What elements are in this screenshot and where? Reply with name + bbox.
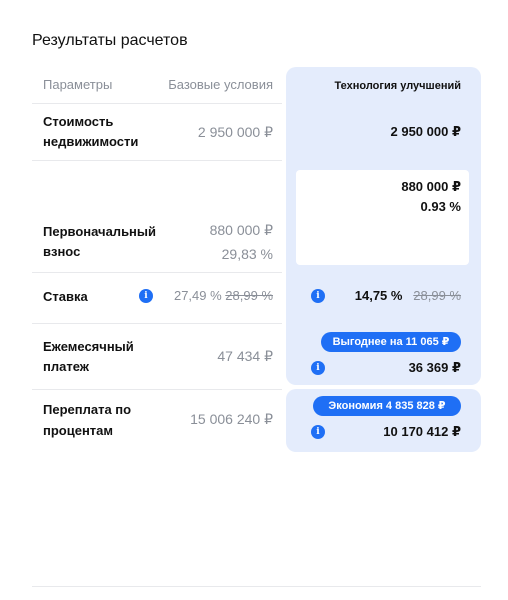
info-icon[interactable]: i <box>311 289 325 303</box>
property-base-value: 2 950 000 ₽ <box>197 124 273 140</box>
divider <box>32 160 282 161</box>
monthly-savings-badge: Выгоднее на 11 065 ₽ <box>321 332 461 352</box>
property-tech-value: 2 950 000 ₽ <box>390 124 462 139</box>
header-base: Базовые условия <box>168 77 273 92</box>
header-params: Параметры <box>43 77 113 92</box>
property-label-line2: недвижимости <box>43 134 139 149</box>
divider <box>32 389 282 390</box>
monthly-base-value: 47 434 ₽ <box>217 348 273 364</box>
info-icon[interactable]: i <box>311 425 325 439</box>
monthly-label-line1: Ежемесячный <box>43 339 134 354</box>
info-icon[interactable]: i <box>139 289 153 303</box>
overpay-tech-value: 10 170 412 ₽ <box>383 424 461 439</box>
down-payment-tech-percent: 0.93 % <box>420 199 461 214</box>
divider <box>32 323 282 324</box>
down-payment-tech-amount: 880 000 ₽ <box>401 179 461 194</box>
overpay-label-line1: Переплата по <box>43 402 132 417</box>
divider <box>32 103 282 104</box>
rate-label: Ставка <box>43 289 88 304</box>
rate-base: 27,49 % 28,99 % <box>160 286 273 306</box>
monthly-label-line2: платеж <box>43 359 89 374</box>
rate-base-current: 27,49 % <box>173 288 222 303</box>
overpay-savings-badge: Экономия 4 835 828 ₽ <box>313 396 461 416</box>
info-icon[interactable]: i <box>311 361 325 375</box>
overpay-base-value: 15 006 240 ₽ <box>190 411 273 427</box>
rate-tech: 14,75 % 28,99 % <box>330 286 461 306</box>
rate-base-old: 28,99 % <box>225 288 273 303</box>
property-label-line1: Стоимость <box>43 114 114 129</box>
down-payment-tech-box <box>296 170 469 265</box>
monthly-tech-value: 36 369 ₽ <box>408 360 461 375</box>
rate-tech-current: 14,75 % <box>354 288 403 303</box>
rate-tech-old: 28,99 % <box>413 288 461 303</box>
bottom-divider <box>32 586 481 587</box>
header-tech: Технология улучшений <box>334 80 461 92</box>
down-payment-label-line2: взнос <box>43 244 81 259</box>
down-payment-base-amount: 880 000 ₽ <box>209 222 273 238</box>
page-title: Результаты расчетов <box>32 32 188 49</box>
down-payment-label-line1: Первоначальный <box>43 224 157 239</box>
divider <box>32 272 282 273</box>
down-payment-base-percent: 29,83 % <box>221 246 273 262</box>
overpay-label-line2: процентам <box>43 423 114 438</box>
